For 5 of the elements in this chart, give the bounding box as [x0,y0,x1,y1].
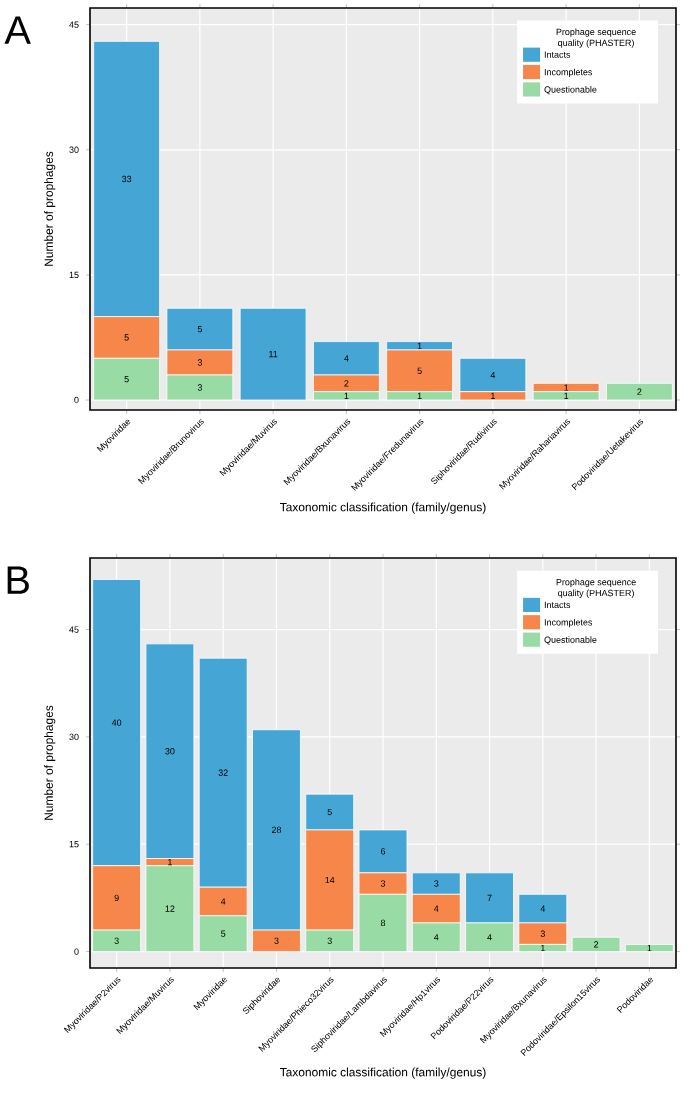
text: A [4,16,31,44]
text: B [7,566,29,594]
bar [145,643,195,859]
bar [386,349,453,393]
bar [459,357,527,393]
